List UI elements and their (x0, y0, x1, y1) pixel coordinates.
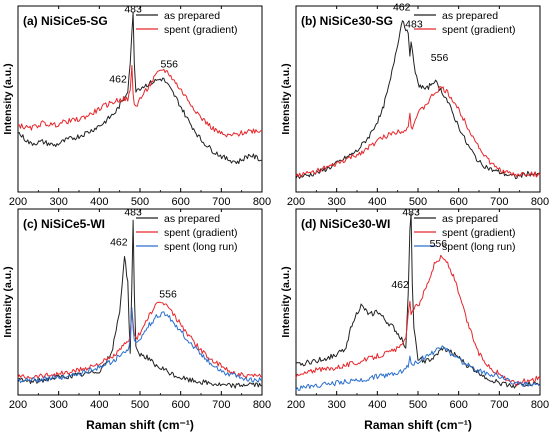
peak-annotation: 483 (405, 18, 423, 30)
x-tick-label: 700 (212, 196, 230, 208)
peak-annotation: 462 (393, 2, 411, 14)
x-axis-label: Raman shift (cm⁻¹) (364, 418, 472, 432)
panel-label: (d) NiSiCe30-WI (301, 217, 390, 231)
x-tick-label: 400 (368, 196, 386, 208)
x-axis-label: Raman shift (cm⁻¹) (86, 418, 194, 432)
y-axis-label: Intensity (a.u.) (280, 266, 292, 337)
legend-entry: as prepared (442, 10, 498, 22)
peak-annotation: 556 (430, 238, 448, 250)
peak-annotation: 462 (109, 73, 127, 85)
legend-entry: spent (long run) (164, 241, 238, 253)
series-line-spent-gradient- (18, 65, 263, 138)
x-tick-label: 700 (212, 399, 230, 411)
x-tick-label: 700 (490, 196, 508, 208)
x-tick-label: 300 (49, 196, 67, 208)
series-line-spent-gradient- (17, 301, 263, 379)
x-tick-label: 800 (253, 196, 271, 208)
legend-entry: as prepared (164, 10, 220, 22)
x-tick-label: 300 (327, 399, 345, 411)
y-axis-label: Intensity (a.u.) (2, 63, 14, 134)
panel-label: (a) NiSiCe5-SG (23, 14, 108, 28)
peak-annotation: 483 (402, 207, 420, 219)
x-tick-label: 500 (409, 196, 427, 208)
legend-entry: spent (gradient) (164, 227, 238, 239)
x-tick-label: 600 (171, 196, 189, 208)
x-tick-label: 700 (490, 399, 508, 411)
x-tick-label: 400 (90, 196, 108, 208)
series-line-spent-long-run- (17, 307, 263, 384)
x-tick-label: 400 (90, 399, 108, 411)
x-tick-label: 600 (171, 399, 189, 411)
panel-label: (b) NiSiCe30-SG (301, 14, 393, 28)
panel-3: 200 300 400 500 600 700 800 Intensity (a.u.) Ram… (2, 207, 271, 432)
legend-entry: spent (gradient) (442, 227, 516, 239)
series-line-spent-long-run- (295, 345, 541, 391)
x-tick-label: 300 (49, 399, 67, 411)
peak-annotation: 462 (110, 236, 128, 248)
series-line-as-prepared (17, 219, 263, 389)
y-axis-label: Intensity (a.u.) (280, 63, 292, 134)
x-tick-label: 300 (327, 196, 345, 208)
legend-entry: spent (gradient) (442, 24, 516, 36)
x-tick-label: 800 (531, 399, 549, 411)
x-tick-label: 200 (287, 399, 305, 411)
x-tick-label: 500 (131, 196, 149, 208)
legend-entry: spent (long run) (442, 241, 516, 253)
x-tick-label: 800 (531, 196, 549, 208)
peak-annotation: 483 (124, 207, 142, 219)
x-tick-label: 600 (449, 399, 467, 411)
panel-2: 200 300 400 500 600 700 800 Intensity (a.u.) (b)… (280, 2, 549, 208)
legend-entry: spent (gradient) (164, 24, 238, 36)
peak-annotation: 556 (431, 52, 449, 64)
x-tick-label: 600 (449, 196, 467, 208)
series-line-spent-gradient- (295, 254, 541, 387)
panel-label: (c) NiSiCe5-WI (23, 217, 105, 231)
y-axis-label: Intensity (a.u.) (2, 266, 14, 337)
peak-annotation: 483 (124, 4, 142, 16)
peak-annotation: 462 (391, 279, 409, 291)
x-tick-label: 200 (9, 196, 27, 208)
series-line-as-prepared (295, 212, 541, 389)
x-tick-label: 800 (253, 399, 271, 411)
x-tick-label: 500 (409, 399, 427, 411)
x-tick-label: 200 (9, 399, 27, 411)
series-line-as-prepared (17, 11, 263, 165)
x-tick-label: 500 (131, 399, 149, 411)
legend-entry: as prepared (164, 213, 220, 225)
panel-1: 200 300 400 500 600 700 800 Intensity (a.u.) (a)… (2, 4, 271, 208)
peak-annotation: 556 (159, 288, 177, 300)
peak-annotation: 556 (161, 58, 179, 70)
series-line-spent-gradient- (295, 86, 541, 178)
series-line-as-prepared (295, 20, 541, 180)
legend-entry: as prepared (442, 213, 498, 225)
x-tick-label: 400 (368, 399, 386, 411)
x-tick-label: 200 (287, 196, 305, 208)
panel-4: 200 300 400 500 600 700 800 Intensity (a.u.) Ram… (280, 207, 549, 432)
